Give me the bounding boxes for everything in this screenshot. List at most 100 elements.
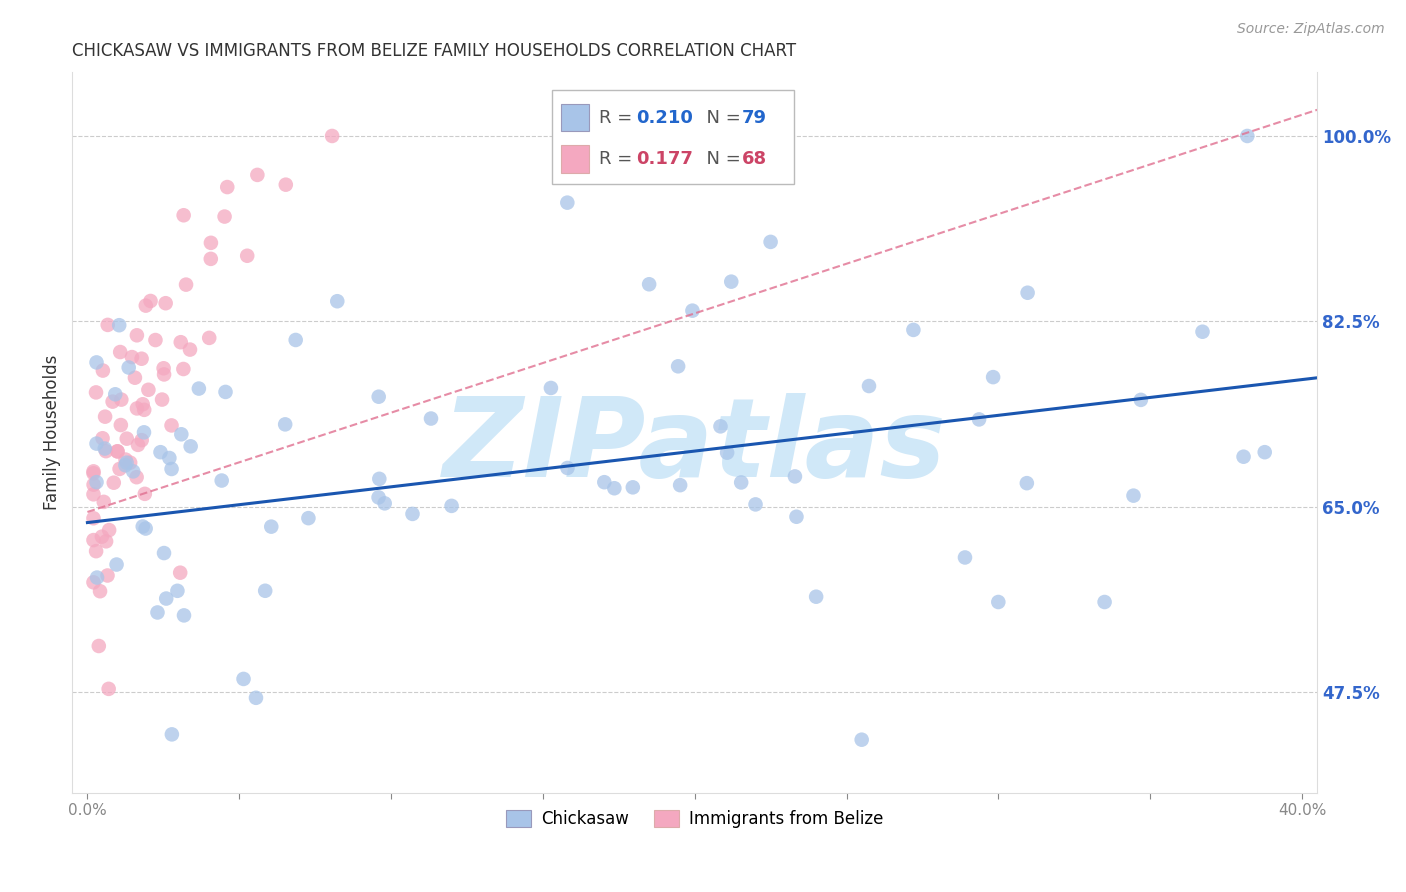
Point: [89, 584, 111, 599]
Point: [987, 595, 1010, 609]
Point: [115, 432, 138, 446]
Point: [246, 168, 269, 182]
Point: [124, 370, 146, 384]
Point: [1094, 595, 1116, 609]
Y-axis label: Family Households: Family Households: [44, 355, 60, 510]
Point: [155, 591, 177, 606]
Point: [132, 519, 155, 533]
Point: [94, 442, 117, 456]
Point: [173, 608, 195, 623]
Point: [87, 639, 110, 653]
Point: [169, 566, 191, 580]
Point: [134, 402, 156, 417]
Point: [254, 583, 277, 598]
Point: [557, 195, 579, 210]
Point: [368, 472, 391, 486]
Point: [401, 507, 423, 521]
Text: 0.210: 0.210: [636, 109, 693, 127]
Point: [82, 575, 104, 590]
Point: [91, 363, 114, 377]
Point: [621, 480, 644, 494]
Point: [716, 445, 738, 459]
Point: [84, 544, 107, 558]
Point: [108, 318, 131, 333]
Point: [170, 335, 193, 350]
Point: [97, 318, 120, 332]
Point: [730, 475, 752, 490]
Point: [131, 351, 153, 366]
Point: [180, 439, 202, 453]
Point: [86, 475, 108, 490]
Point: [603, 481, 626, 495]
Text: 79: 79: [742, 109, 768, 127]
Point: [160, 462, 183, 476]
Point: [138, 383, 160, 397]
Text: R =: R =: [599, 150, 638, 168]
Point: [858, 379, 880, 393]
Text: Source: ZipAtlas.com: Source: ZipAtlas.com: [1237, 22, 1385, 37]
Point: [125, 401, 148, 416]
Point: [214, 210, 236, 224]
Point: [540, 381, 562, 395]
Point: [131, 433, 153, 447]
Text: R =: R =: [599, 109, 638, 127]
Point: [1122, 489, 1144, 503]
Point: [967, 412, 990, 426]
Point: [274, 417, 297, 432]
Point: [97, 681, 120, 696]
Point: [86, 570, 108, 584]
Point: [214, 384, 236, 399]
Point: [200, 235, 222, 250]
Point: [981, 370, 1004, 384]
Point: [1015, 476, 1038, 491]
Text: 68: 68: [742, 150, 768, 168]
Point: [1129, 392, 1152, 407]
Point: [367, 491, 389, 505]
Point: [166, 583, 188, 598]
Point: [110, 418, 132, 433]
Point: [96, 568, 118, 582]
Point: [90, 530, 112, 544]
Point: [1017, 285, 1039, 300]
Point: [125, 470, 148, 484]
Point: [903, 323, 925, 337]
Point: [93, 495, 115, 509]
Point: [236, 249, 259, 263]
Point: [666, 359, 689, 374]
Point: [804, 590, 827, 604]
Point: [134, 487, 156, 501]
Point: [284, 333, 307, 347]
Point: [105, 558, 128, 572]
Point: [94, 409, 117, 424]
Point: [160, 727, 183, 741]
Point: [132, 397, 155, 411]
Text: N =: N =: [695, 150, 747, 168]
Point: [232, 672, 254, 686]
Point: [98, 523, 121, 537]
Point: [82, 464, 104, 478]
Point: [170, 427, 193, 442]
Point: [198, 331, 221, 345]
Bar: [561, 145, 589, 172]
Point: [669, 478, 692, 492]
Point: [110, 392, 132, 407]
Point: [82, 467, 104, 481]
Point: [86, 355, 108, 369]
Point: [217, 180, 239, 194]
Point: [172, 362, 194, 376]
Point: [94, 444, 117, 458]
Point: [953, 550, 976, 565]
Point: [120, 456, 142, 470]
Point: [1191, 325, 1213, 339]
Point: [84, 385, 107, 400]
Point: [146, 606, 169, 620]
Point: [174, 277, 197, 292]
Point: [1236, 128, 1258, 143]
Point: [121, 350, 143, 364]
Point: [83, 477, 105, 491]
Point: [367, 390, 389, 404]
Point: [160, 418, 183, 433]
Text: CHICKASAW VS IMMIGRANTS FROM BELIZE FAMILY HOUSEHOLDS CORRELATION CHART: CHICKASAW VS IMMIGRANTS FROM BELIZE FAMI…: [72, 42, 796, 60]
Point: [82, 533, 104, 547]
Point: [108, 345, 131, 359]
